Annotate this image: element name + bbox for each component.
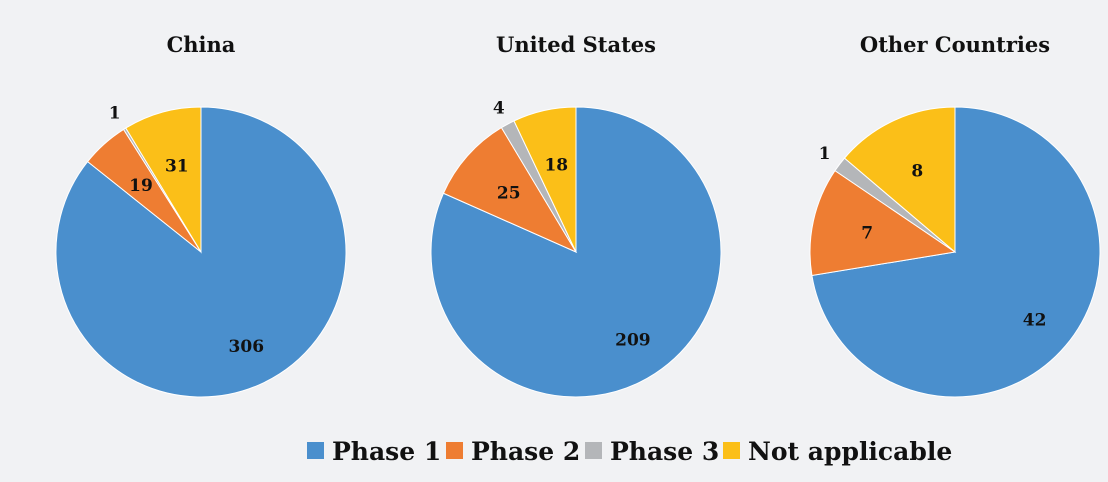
- data-label-phase-2: 25: [497, 183, 521, 203]
- chart-title: Other Countries: [860, 32, 1050, 57]
- legend-label-phase-2: Phase 2: [471, 437, 580, 466]
- pie-china: China 306 19 1 31: [55, 32, 347, 398]
- legend: Phase 1 Phase 2 Phase 3 Not applicable: [307, 437, 952, 466]
- data-label-phase-1: 42: [1023, 311, 1047, 331]
- data-label-phase-3: 4: [493, 99, 505, 119]
- data-label-not-applicable: 31: [165, 156, 189, 176]
- legend-swatch-phase-2: [446, 442, 463, 459]
- pie-united-states: United States 209 25 4 18: [430, 32, 722, 398]
- chart-title: China: [167, 32, 236, 57]
- data-label-phase-2: 7: [861, 224, 873, 244]
- legend-swatch-not-applicable: [723, 442, 740, 459]
- slice-phase-2: [809, 169, 957, 277]
- slice-phase-1: [811, 106, 1101, 398]
- legend-swatch-phase-3: [585, 442, 602, 459]
- data-label-phase-1: 209: [615, 331, 651, 351]
- legend-swatch-phase-1: [307, 442, 324, 459]
- slice-not-applicable: [513, 106, 577, 253]
- data-label-phase-3: 1: [109, 104, 121, 124]
- legend-label-phase-3: Phase 3: [610, 437, 719, 466]
- slice-not-applicable: [843, 106, 956, 254]
- slice-phase-2: [442, 126, 578, 254]
- legend-label-phase-1: Phase 1: [332, 437, 441, 466]
- data-label-phase-3: 1: [819, 144, 831, 164]
- chart-title: United States: [496, 32, 656, 57]
- data-label-phase-1: 306: [229, 337, 265, 357]
- data-label-not-applicable: 18: [544, 155, 568, 175]
- slice-phase-1: [55, 106, 347, 398]
- legend-label-not-applicable: Not applicable: [748, 437, 952, 466]
- data-label-phase-2: 19: [129, 176, 153, 196]
- data-label-not-applicable: 8: [911, 161, 923, 181]
- pie-other-countries: Other Countries 42 7 1 8: [809, 32, 1101, 398]
- slice-not-applicable: [125, 106, 202, 254]
